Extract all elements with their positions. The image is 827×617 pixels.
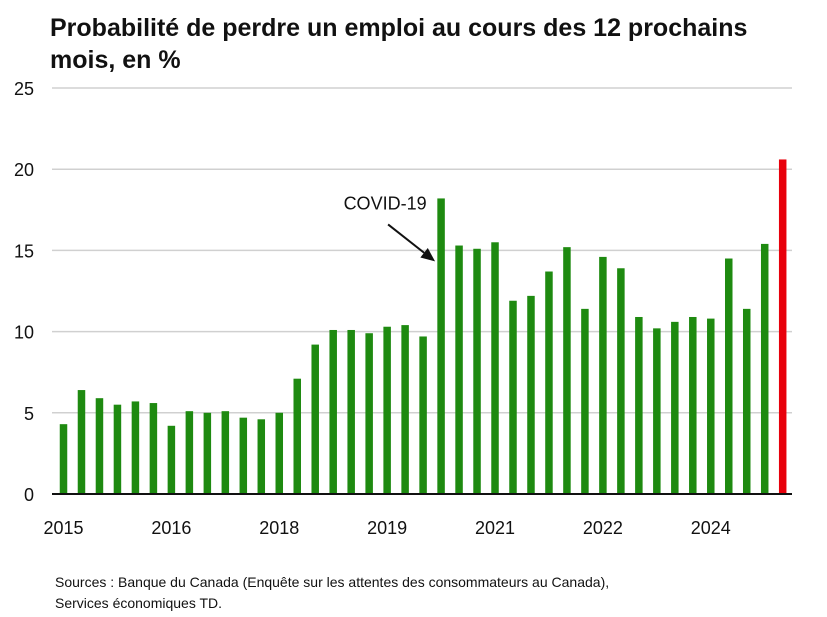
bar bbox=[239, 417, 248, 494]
bar bbox=[509, 300, 517, 494]
bar bbox=[473, 248, 481, 494]
bar bbox=[707, 318, 715, 494]
bar-latest-highlight bbox=[778, 159, 787, 494]
chart-title: Probabilité de perdre un emploi au cours… bbox=[50, 14, 748, 74]
bar bbox=[401, 325, 409, 494]
bar bbox=[77, 390, 86, 494]
bar bbox=[617, 268, 625, 494]
bar bbox=[275, 412, 284, 494]
annotation-arrow-head bbox=[420, 248, 436, 262]
bar bbox=[347, 329, 355, 494]
x-tick-label: 2021 bbox=[475, 518, 515, 538]
y-tick-label: 0 bbox=[24, 485, 34, 505]
y-axis-tick-labels: 0 5 10 15 20 25 bbox=[14, 79, 34, 505]
annotation-label: COVID-19 bbox=[344, 193, 427, 213]
bar bbox=[131, 401, 140, 494]
bar bbox=[221, 411, 230, 494]
bar bbox=[383, 326, 391, 494]
bar bbox=[599, 256, 607, 494]
y-tick-label: 10 bbox=[14, 323, 34, 343]
bar bbox=[527, 295, 535, 494]
bar bbox=[59, 424, 68, 494]
covid-annotation: COVID-19 bbox=[344, 193, 436, 262]
x-tick-label: 2024 bbox=[691, 518, 731, 538]
bar bbox=[725, 258, 733, 494]
x-tick-label: 2019 bbox=[367, 518, 407, 538]
bar bbox=[491, 242, 499, 494]
bar bbox=[311, 344, 319, 494]
bar bbox=[293, 378, 301, 494]
sources-note: Sources : Banque du Canada (Enquête sur … bbox=[55, 572, 815, 614]
bar bbox=[203, 412, 212, 494]
sources-line-1: Sources : Banque du Canada (Enquête sur … bbox=[55, 574, 610, 590]
bar bbox=[563, 247, 571, 494]
bar bbox=[742, 308, 751, 494]
bar bbox=[437, 198, 445, 494]
bar bbox=[653, 328, 661, 494]
bar bbox=[419, 336, 427, 494]
bar bbox=[365, 333, 373, 494]
bar bbox=[545, 271, 553, 494]
x-tick-label: 2018 bbox=[259, 518, 299, 538]
y-tick-label: 5 bbox=[24, 404, 34, 424]
y-tick-label: 20 bbox=[14, 160, 34, 180]
bar bbox=[635, 316, 643, 494]
annotation-arrow-line bbox=[387, 223, 425, 254]
y-tick-label: 25 bbox=[14, 79, 34, 99]
bar bbox=[329, 329, 337, 494]
bar bbox=[113, 404, 122, 494]
x-tick-label: 2016 bbox=[151, 518, 191, 538]
bar bbox=[185, 411, 194, 494]
x-tick-label: 2022 bbox=[583, 518, 623, 538]
bar bbox=[167, 425, 176, 494]
y-tick-label: 15 bbox=[14, 241, 34, 261]
bar bbox=[95, 398, 104, 494]
bar bbox=[149, 403, 158, 494]
bars bbox=[59, 159, 787, 494]
bar bbox=[671, 321, 679, 494]
bar bbox=[689, 316, 697, 494]
bar bbox=[455, 245, 463, 494]
bar bbox=[581, 308, 589, 494]
bar bbox=[257, 419, 266, 494]
x-tick-label: 2015 bbox=[43, 518, 83, 538]
x-axis-tick-labels: 2015 2016 2018 2019 2021 2022 2024 bbox=[43, 518, 730, 538]
sources-line-2: Services économiques TD. bbox=[55, 595, 223, 611]
bar bbox=[760, 243, 769, 494]
